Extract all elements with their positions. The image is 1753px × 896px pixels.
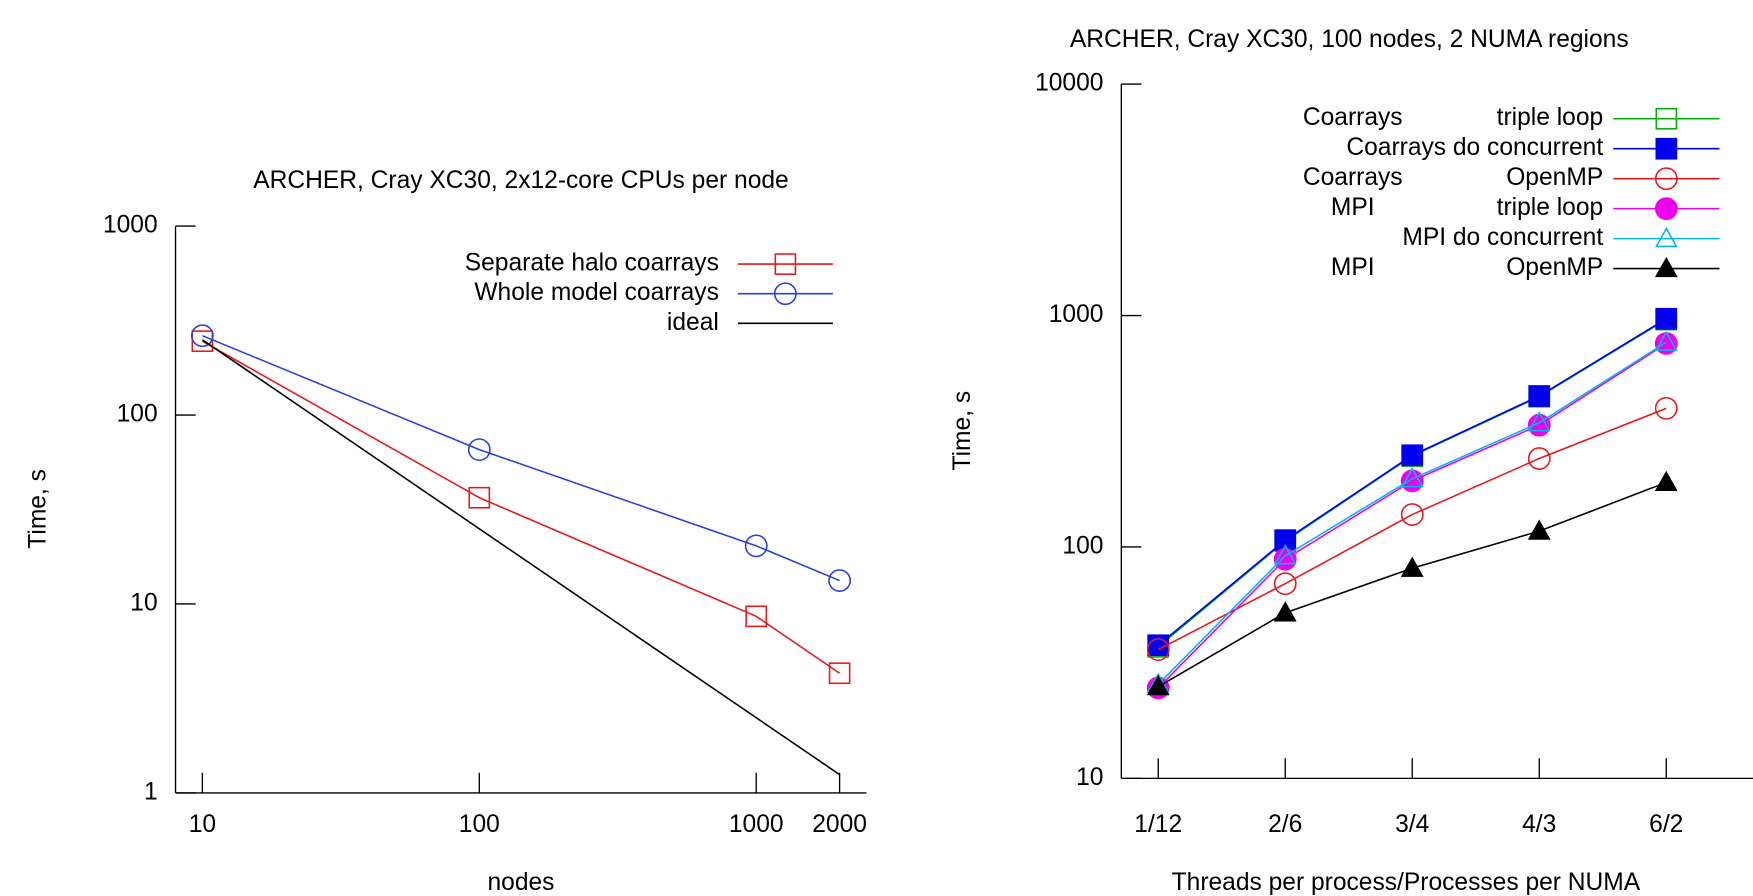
x-tick-label: 2000	[812, 811, 867, 838]
series-line	[1157, 342, 1667, 689]
y-tick-label: 1000	[103, 212, 158, 239]
series-line	[1157, 407, 1667, 651]
marker	[1527, 447, 1551, 470]
legend-label: Coarrays	[1303, 164, 1403, 191]
legend-label: MPI do concurrent	[1402, 224, 1603, 251]
marker	[1146, 675, 1170, 696]
legend-label: ideal	[667, 309, 719, 336]
marker	[1654, 332, 1678, 355]
legend-label: triple loop	[1497, 194, 1604, 221]
marker	[774, 253, 797, 275]
legend-label: Separate halo coarrays	[465, 250, 719, 277]
marker	[745, 605, 768, 628]
marker	[1401, 444, 1424, 467]
marker	[1273, 544, 1297, 565]
marker	[1654, 197, 1678, 221]
y-axis-label: Time, s	[25, 469, 52, 549]
marker	[1654, 396, 1678, 420]
y-tick-label: 1000	[1049, 301, 1104, 328]
marker	[1400, 503, 1424, 526]
series-line	[1157, 481, 1667, 688]
marker	[1146, 638, 1170, 662]
x-tick-label: 10	[189, 811, 216, 838]
marker	[190, 324, 214, 348]
x-axis-label: nodes	[487, 869, 554, 896]
legend-label: Coarrays do concurrent	[1346, 134, 1603, 161]
y-tick-label: 10	[130, 589, 157, 616]
chart-title: ARCHER, Cray XC30, 2x12-core CPUs per no…	[253, 167, 788, 194]
legend-label: Coarrays	[1303, 104, 1403, 131]
marker	[1654, 330, 1678, 351]
marker	[1400, 467, 1424, 488]
x-tick-label: 3/4	[1395, 811, 1429, 838]
marker	[1654, 470, 1678, 492]
y-tick-label: 100	[1062, 532, 1103, 559]
marker	[1654, 167, 1678, 191]
marker	[828, 662, 851, 685]
x-tick-label: 1000	[729, 811, 784, 838]
x-tick-label: 6/2	[1649, 811, 1683, 838]
marker	[1527, 411, 1551, 432]
legend-label: triple loop	[1497, 104, 1604, 131]
legend-label: OpenMP	[1506, 164, 1603, 191]
y-tick-label: 1	[144, 778, 158, 805]
legend-label: MPI	[1331, 254, 1375, 281]
x-tick-label: 2/6	[1268, 811, 1302, 838]
series-line	[202, 334, 840, 582]
chart-title: ARCHER, Cray XC30, 100 nodes, 2 NUMA reg…	[1070, 26, 1629, 53]
marker	[1655, 137, 1678, 160]
marker	[828, 569, 852, 592]
x-axis-label: Threads per process/Processes per NUMA	[1172, 869, 1641, 896]
marker	[1273, 572, 1297, 596]
marker	[1654, 256, 1678, 278]
x-tick-label: 4/3	[1522, 811, 1556, 838]
marker	[1273, 601, 1297, 622]
marker	[468, 486, 491, 509]
marker	[773, 282, 797, 306]
legend-label: OpenMP	[1506, 254, 1603, 281]
legend-label: MPI	[1331, 194, 1375, 221]
y-tick-label: 100	[117, 401, 158, 428]
y-tick-label: 10000	[1035, 70, 1103, 97]
series-line	[201, 340, 841, 674]
marker	[467, 438, 491, 462]
marker	[1654, 226, 1678, 248]
series-line	[201, 339, 841, 776]
marker	[744, 534, 768, 558]
x-tick-label: 1/12	[1134, 811, 1182, 838]
marker	[1655, 107, 1678, 130]
legend-label: Whole model coarrays	[474, 279, 719, 306]
y-axis-label: Time, s	[949, 391, 976, 471]
y-tick-label: 10	[1076, 764, 1103, 791]
marker	[1528, 385, 1551, 407]
series-line	[1157, 341, 1667, 685]
marker	[1527, 519, 1551, 540]
marker	[1655, 307, 1678, 330]
marker	[1400, 556, 1424, 577]
x-tick-label: 100	[459, 811, 500, 838]
marker	[191, 330, 214, 353]
